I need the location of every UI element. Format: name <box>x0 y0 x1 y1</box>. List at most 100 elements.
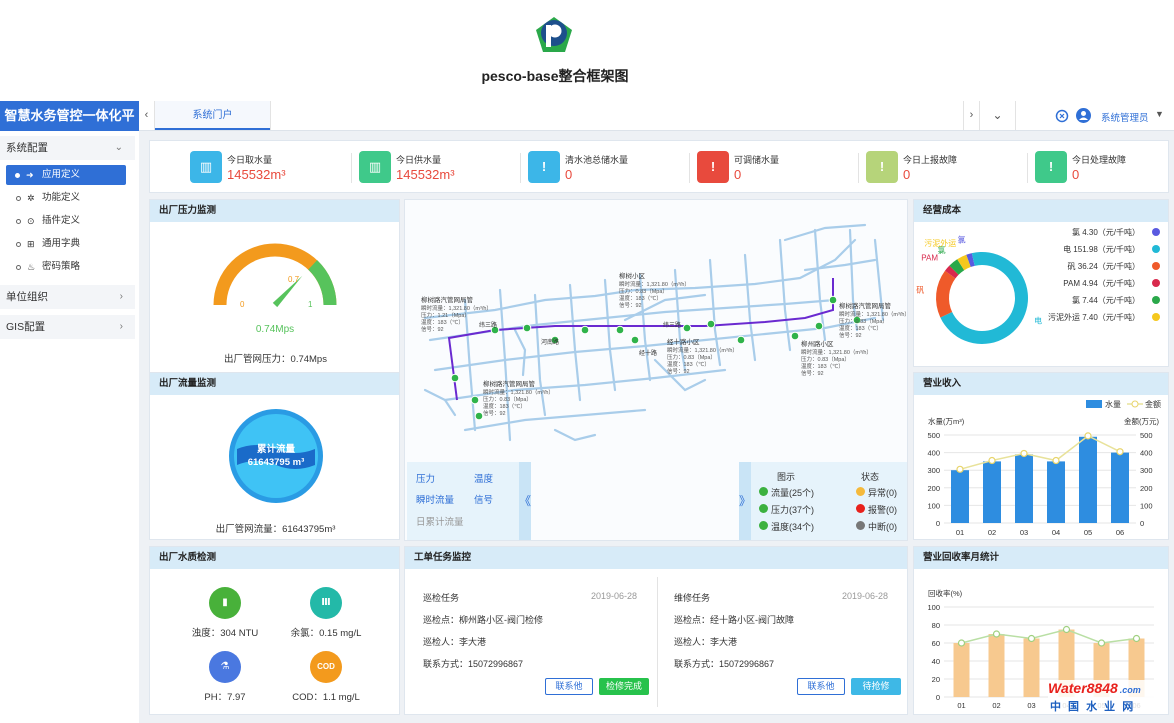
sidebar-item-function-definition[interactable]: ✲ 功能定义 <box>16 188 126 208</box>
donut-legend-dot <box>1152 262 1160 270</box>
repair-done-button[interactable]: 检修完成 <box>599 678 649 695</box>
donut-slice <box>966 253 975 268</box>
sidebar-group-system-config[interactable]: 系统配置 ⌄ <box>0 136 135 160</box>
station-title: 柳州路小区 <box>801 339 834 348</box>
contact-button[interactable]: 联系他 <box>545 678 593 695</box>
recovery-point <box>1132 634 1141 643</box>
donut-slice-label: 氯 <box>938 245 946 255</box>
svg-text:温度：183（℃）: 温度：183（℃） <box>619 294 662 302</box>
recovery-point <box>1097 639 1106 647</box>
recovery-line <box>961 628 1137 644</box>
y-tick-label: 20 <box>932 675 940 684</box>
tab-system-portal[interactable]: 系统门户 <box>155 101 270 130</box>
water-intake-icon: ▥ <box>190 151 222 183</box>
task-person: 巡检人：李大港 <box>674 637 738 647</box>
user-name[interactable]: 系统管理员 <box>1101 113 1149 124</box>
layer-instant-flow[interactable]: 瞬时流量 <box>416 495 455 506</box>
layer-daily-flow[interactable]: 日累计流量 <box>416 517 464 528</box>
x-tick-label: 02 <box>992 701 1000 710</box>
stat-today-supply: ▥ 今日供水量 145532m³ <box>359 151 521 185</box>
sidebar-item-dictionary[interactable]: ⊞ 通用字典 <box>16 234 126 254</box>
amount-point <box>1116 448 1124 456</box>
gauge-max-label: 1 <box>308 300 313 309</box>
card-title: 出厂流量监测 <box>150 373 399 395</box>
sensor-marker <box>852 315 862 325</box>
svg-text:瞬时流量：1,321.80（m³/h）: 瞬时流量：1,321.80（m³/h） <box>421 304 492 312</box>
svg-text:压力：0.83（Mpa）: 压力：0.83（Mpa） <box>801 355 850 363</box>
pressure-gauge: 0 1 0.7 0.74Mps <box>213 243 337 335</box>
y-tick-label: 500 <box>1140 431 1153 440</box>
layer-signal[interactable]: 信号 <box>474 495 494 506</box>
y-tick-label: 0 <box>936 519 940 528</box>
legend-amount: 金额 <box>1145 399 1161 409</box>
legend-flow: 流量(25个) <box>771 488 815 498</box>
donut-legend-label: 氯 4.30（元/千吨） <box>1072 227 1140 237</box>
map-canvas: 纬三路 河南路 经十路 纬三路 柳树路汽管网局管 瞬时流量：1,321.80（m… <box>421 223 909 442</box>
sidebar-item-plugin-definition[interactable]: ⊙ 插件定义 <box>16 211 126 231</box>
x-tick-label: 06 <box>1116 528 1124 537</box>
svg-text:瞬时流量：1,321.80（m³/h）: 瞬时流量：1,321.80（m³/h） <box>667 346 738 354</box>
contact-button[interactable]: 联系他 <box>797 678 845 695</box>
tab-divider <box>270 101 271 130</box>
user-avatar-icon[interactable] <box>1076 108 1091 123</box>
amount-point <box>1020 449 1028 458</box>
x-tick-label: 03 <box>1020 528 1028 537</box>
flask-icon: ⚗ <box>209 651 241 683</box>
bar <box>1079 436 1097 523</box>
water-supply-icon: ▥ <box>359 151 391 183</box>
sidebar-group-org-units[interactable]: 单位组织 › <box>0 285 135 309</box>
stat-clear-water-storage: ! 清水池总储水量 0 <box>528 151 690 185</box>
dictionary-icon: ⊞ <box>27 239 35 249</box>
sidebar-item-password-policy[interactable]: ♨ 密码策略 <box>16 257 126 277</box>
y-tick-label: 400 <box>1140 449 1153 458</box>
svg-text:信号：92: 信号：92 <box>801 369 824 377</box>
legend-amount-marker <box>1131 400 1139 408</box>
svg-text:瞬时流量：1,321.80（m³/h）: 瞬时流量：1,321.80（m³/h） <box>801 348 872 356</box>
donut-slice-label: 矾 <box>916 285 924 294</box>
tab-dropdown-icon[interactable]: ⌄ <box>980 101 1016 130</box>
sidebar: 系统配置 ⌄ ➜ 应用定义 ✲ 功能定义 ⊙ 插件定义 ⊞ 通用字典 ♨ 密码策… <box>0 131 139 723</box>
card-title: 出厂压力监测 <box>150 200 399 222</box>
sidebar-group-gis-config[interactable]: GIS配置 › <box>0 315 135 339</box>
tab-scroll-right-icon[interactable]: › <box>964 101 980 130</box>
flow-badge-title: 累计流量 <box>257 443 296 455</box>
svg-text:温度：183（℃）: 温度：183（℃） <box>667 360 710 368</box>
svg-text:瞬时流量：1,321.80（m³/h）: 瞬时流量：1,321.80（m³/h） <box>839 310 909 318</box>
document-title: pesco-base整合框架图 <box>481 68 629 84</box>
legend-temperature: 温度(34个) <box>771 522 815 532</box>
layer-temperature[interactable]: 温度 <box>474 474 494 485</box>
recovery-point <box>1027 634 1036 643</box>
recovery-point <box>957 639 966 647</box>
svg-text:温度：183（℃）: 温度：183（℃） <box>421 318 464 326</box>
y-tick-label: 200 <box>1140 484 1153 493</box>
donut-legend-label: 污泥外运 7.40（元/千吨） <box>1048 312 1140 322</box>
sidebar-item-app-definition[interactable]: ➜ 应用定义 <box>6 165 126 185</box>
donut-legend-dot <box>1152 245 1160 253</box>
y-tick-label: 100 <box>927 501 940 510</box>
donut-slice-label: 污泥外运 <box>924 238 956 248</box>
donut-slice <box>949 259 965 275</box>
flow-card: 出厂流量监测 累计流量 61643795 m³ 出厂管网流量：61643795m… <box>149 372 400 540</box>
refresh-icon[interactable] <box>1055 109 1069 123</box>
bar <box>1023 638 1040 697</box>
collapse-left-icon[interactable]: 《 <box>519 462 531 540</box>
collapse-right-icon[interactable]: 》 <box>739 462 751 540</box>
status-abnormal: 异常(0) <box>868 488 897 498</box>
layer-pressure[interactable]: 压力 <box>416 474 436 485</box>
svg-text:压力：0.83（Mpa）: 压力：0.83（Mpa） <box>619 287 668 295</box>
svg-text:压力：0.83（Mpa）: 压力：0.83（Mpa） <box>483 395 532 403</box>
x-tick-label: 01 <box>957 701 965 710</box>
y-tick-label: 400 <box>927 449 940 458</box>
pending-repair-button[interactable]: 待抢修 <box>851 678 901 695</box>
donut-slice-label: 氯 <box>958 234 966 244</box>
user-menu-caret-icon[interactable]: ▼ <box>1155 109 1164 119</box>
flow-badge-value: 61643795 m³ <box>248 457 305 468</box>
card-title: 营业收入 <box>914 373 1168 395</box>
pipe-network-map[interactable]: 纬三路 河南路 经十路 纬三路 柳树路汽管网局管 瞬时流量：1,321.80（m… <box>404 199 909 541</box>
svg-text:信号：92: 信号：92 <box>483 409 506 417</box>
temperature-marker-icon <box>759 521 768 530</box>
donut-slice <box>936 270 956 318</box>
ph-value: PH：7.97 <box>204 692 246 703</box>
y-axis-right-label: 金额(万元) <box>1124 416 1159 426</box>
tab-scroll-left-icon[interactable]: ‹ <box>139 101 155 130</box>
